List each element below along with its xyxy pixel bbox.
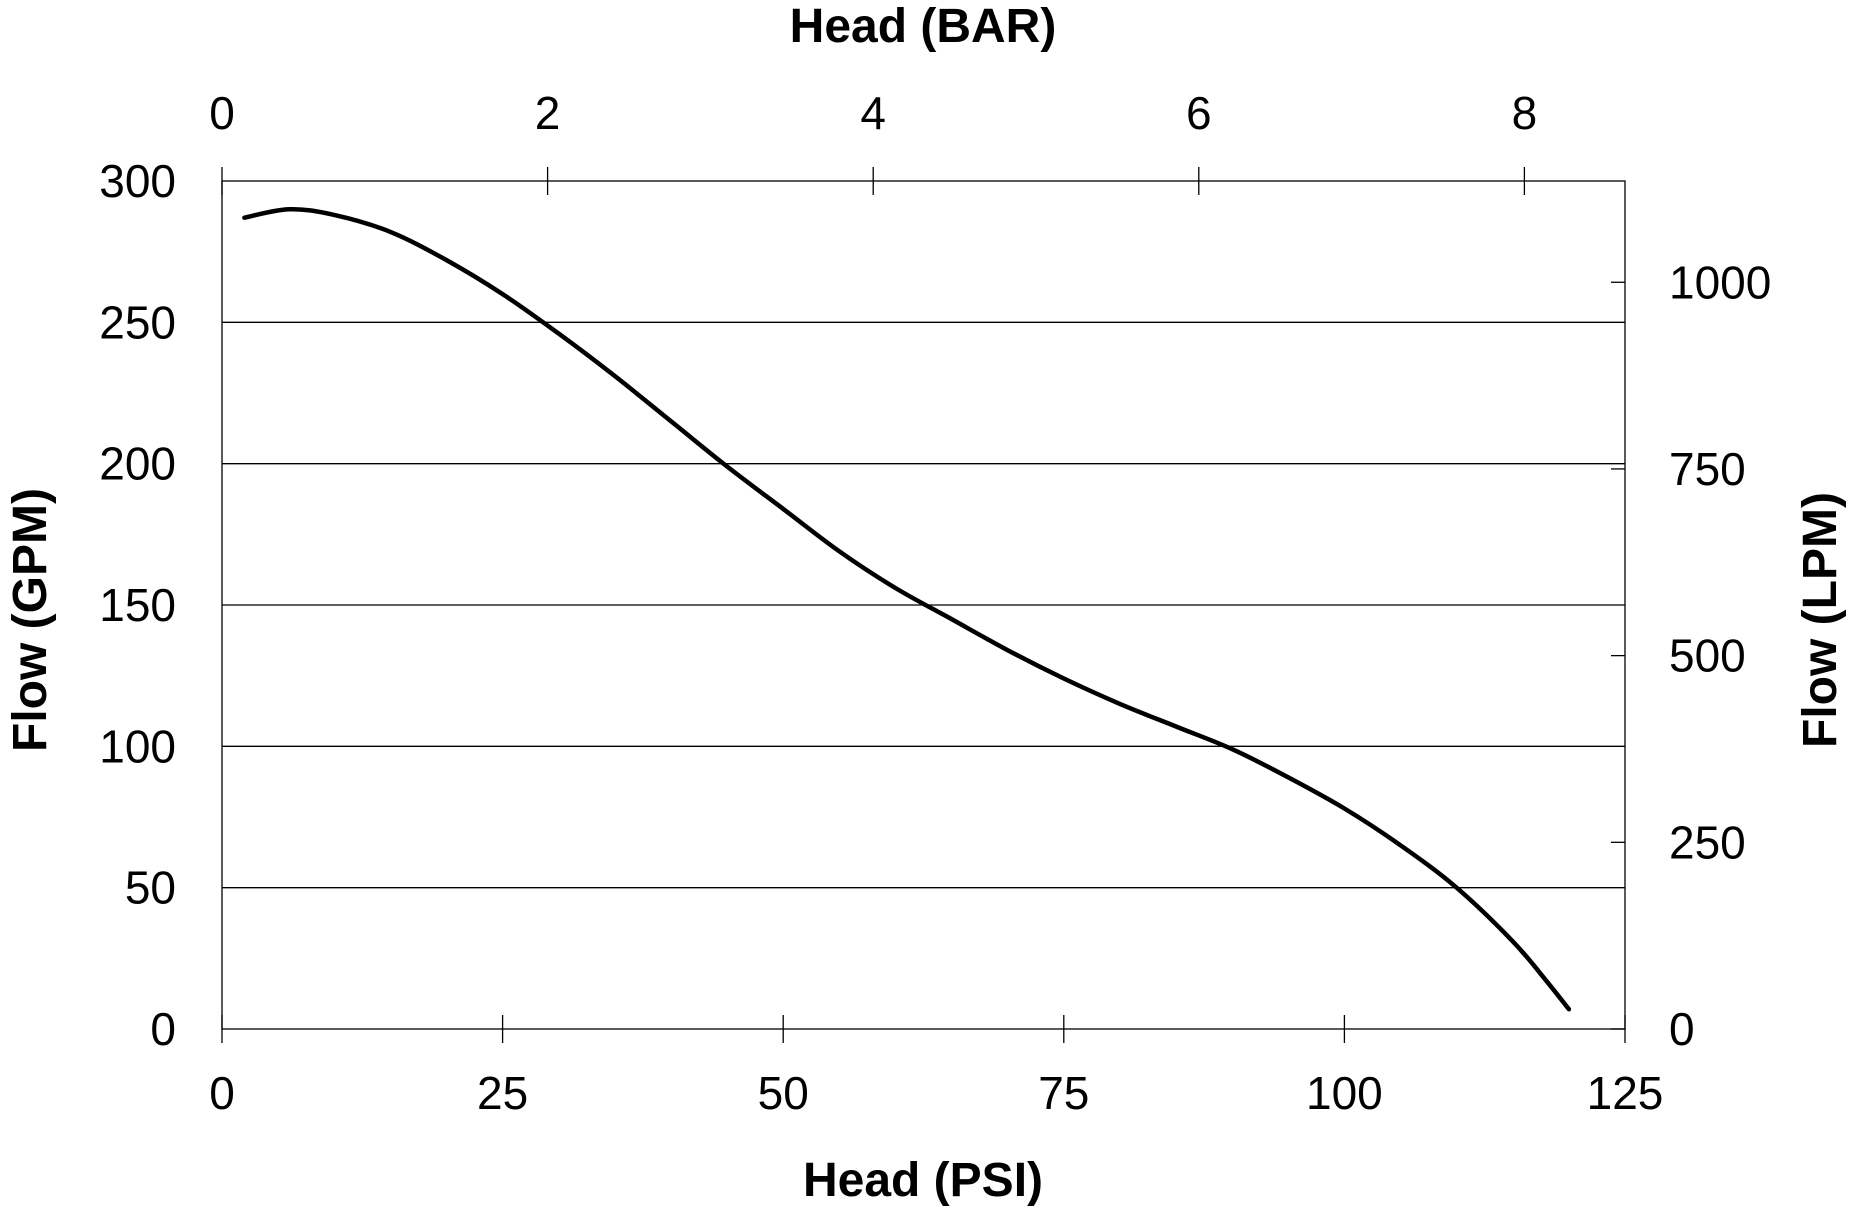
y-left-tick-label: 300 (99, 155, 176, 207)
x-bottom-tick-label: 125 (1587, 1067, 1664, 1119)
y-right-tick-label: 1000 (1669, 256, 1771, 308)
x-top-tick-label: 2 (535, 87, 561, 139)
y-left-tick-label: 100 (99, 720, 176, 772)
x-bottom-tick-label: 25 (477, 1067, 528, 1119)
y-left-tick-label: 50 (125, 862, 176, 914)
x-top-tick-label: 8 (1512, 87, 1538, 139)
y-left-tick-label: 0 (150, 1003, 176, 1055)
y-right-tick-label: 750 (1669, 443, 1746, 495)
right-axis-title: Flow (LPM) (1794, 492, 1847, 748)
bottom-axis-title: Head (PSI) (803, 1154, 1043, 1207)
x-top-tick-label: 0 (209, 87, 235, 139)
y-left-tick-label: 250 (99, 296, 176, 348)
x-bottom-tick-label: 0 (209, 1067, 235, 1119)
x-bottom-tick-label: 50 (758, 1067, 809, 1119)
plot-frame (221, 180, 1626, 1030)
pump-curve-line (242, 206, 1572, 1012)
x-bottom-tick-label: 75 (1038, 1067, 1089, 1119)
x-bottom-tick-label: 100 (1306, 1067, 1383, 1119)
y-left-tick-label: 200 (99, 438, 176, 490)
y-right-tick-label: 0 (1669, 1003, 1695, 1055)
x-top-tick-label: 4 (860, 87, 886, 139)
y-right-tick-label: 250 (1669, 816, 1746, 868)
y-right-tick-label: 500 (1669, 630, 1746, 682)
x-top-tick-label: 6 (1186, 87, 1212, 139)
y-left-tick-label: 150 (99, 579, 176, 631)
left-axis-title: Flow (GPM) (4, 488, 57, 752)
top-axis-title: Head (BAR) (790, 0, 1057, 53)
tick-layer (221, 167, 1626, 1043)
